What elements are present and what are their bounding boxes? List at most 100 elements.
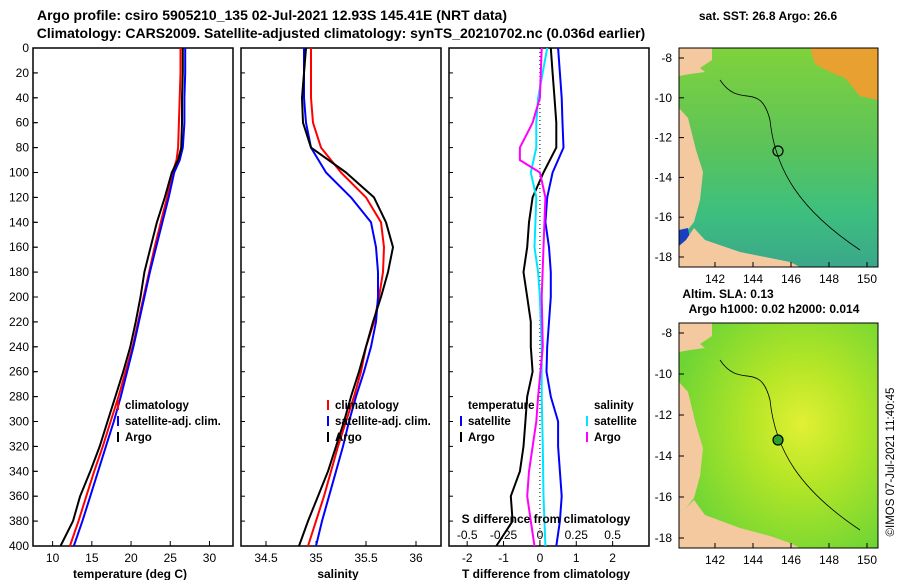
sla-title-line-1: Altim. SLA: 0.13 [682,287,774,301]
legend-climatology: climatology [335,400,400,412]
map-lon-label: 146 [781,553,801,567]
depth-tick-label: 340 [9,464,29,478]
map-lon-label: 146 [781,272,801,286]
legend-t-satellite: satellite [468,416,511,428]
sst-map-title: sat. SST: 26.8 Argo: 26.6 [699,9,838,23]
series-line-satellite-adj-clim- [72,48,187,547]
map-lon-label: 148 [819,553,839,567]
x-tick-label: 10 [46,551,60,565]
depth-tick-label: 360 [9,489,29,503]
series-line-argo [59,48,184,547]
depth-tick-label: 380 [9,514,29,528]
legend-t-argo: Argo [468,432,495,444]
depth-tick-label: 20 [16,66,30,80]
sla-map-frame [678,322,879,549]
series-line-salinity-satellite [529,47,549,547]
depth-tick-label: 320 [9,439,29,453]
sla-argo-marker [772,434,784,446]
depth-tick-label: 280 [9,390,29,404]
title-line-1: Argo profile: csiro 5905210_135 02-Jul-2… [37,7,507,23]
map-lon-label: 144 [743,553,763,567]
x-tick-label: 20 [124,551,138,565]
sst-depth-contour [719,79,861,251]
depth-tick-label: 180 [9,265,29,279]
x-tick-label: 30 [203,551,217,565]
legend-climatology: climatology [125,400,190,412]
map-lat-label: -18 [655,531,673,545]
series-line-argo [298,47,394,547]
x-tick-label: 2 [609,551,616,565]
sla-depth-contour [719,359,861,531]
sst-warm-patch [810,48,878,100]
depth-tick-label: 120 [9,190,29,204]
salinity-plot: 34.5 35 35.5 36 [241,47,423,565]
depth-axis: 0 20 40 60 80 100 120 140 160 180 200 220 240 260 280 3… [9,41,38,553]
x-tick-label: -2 [462,551,473,565]
map-lat-label: -16 [655,490,673,504]
difference-plot: -2 -1 0 1 2-0.5 -0.25 0 0.25 0.5 [449,47,621,565]
s-diff-tick-label: -0.5 [457,528,478,542]
temperature-axis-label: temperature (deg C) [73,567,187,580]
title-line-2: Climatology: CARS2009. Satellite-adjuste… [37,25,645,41]
legend-salinity-header: salinity [594,400,634,412]
map-lat-label: -14 [655,449,673,463]
depth-tick-label: 40 [16,91,30,105]
series-line-temperature-satellite [544,47,565,547]
sla-land-coast [679,500,800,548]
depth-tick-label: 140 [9,215,29,229]
series-line-climatology [307,48,385,547]
depth-tick-label: 240 [9,340,29,354]
series-line-temperature-argo [495,47,558,547]
x-tick-label: 0 [537,551,544,565]
map-lat-label: -18 [655,250,673,264]
map-lat-label: -12 [655,408,673,422]
sla-map [678,322,879,549]
legend-argo: Argo [335,432,362,444]
depth-tick-label: 80 [16,141,30,155]
legend-s-satellite: satellite [594,416,637,428]
depth-tick-label: 100 [9,166,29,180]
sst-lon-axis: 142 144 146 148 150 [705,262,877,286]
imos-stamp: ©IMOS 07-Jul-2021 11:40:45 [885,388,897,537]
map-lon-label: 144 [743,272,763,286]
map-lat-label: -8 [661,51,672,65]
salinity-legend: climatology satellite-adj. clim. Argo [327,400,431,444]
sla-title-line-2: Argo h1000: 0.02 h2000: 0.014 [689,302,860,316]
temperature-panel [32,47,234,547]
sst-land-png [679,48,712,76]
depth-tick-label: 260 [9,365,29,379]
map-lat-label: -16 [655,210,673,224]
sst-argo-marker [772,145,784,157]
series-line-salinity-argo [518,47,547,547]
depth-tick-label: 220 [9,315,29,329]
sst-land-cape-york [679,108,703,238]
map-lat-label: -8 [661,326,672,340]
map-lat-label: -14 [655,170,673,184]
t-difference-axis-label: T difference from climatology [462,567,630,580]
temperature-plot: 10 15 20 25 30 [33,47,217,565]
x-tick-label: 25 [164,551,178,565]
map-lon-label: 150 [857,272,877,286]
sst-map-frame [678,47,879,268]
legend-satellite-adj: satellite-adj. clim. [335,416,431,428]
x-tick-label: 1 [573,551,580,565]
depth-tick-label: 0 [22,41,29,55]
x-tick-label: 36 [409,551,423,565]
x-tick-label: 34.5 [254,551,278,565]
sst-lat-axis: -8 -10 -12 -14 -16 -18 [655,51,684,264]
salinity-panel [240,47,442,547]
depth-tick-label: 400 [9,539,29,553]
series-line-satellite-adj-clim- [303,48,379,547]
map-lat-label: -10 [655,367,673,381]
x-tick-label: -1 [498,551,509,565]
s-diff-tick-label: 0.5 [604,528,621,542]
map-lon-label: 142 [705,553,725,567]
depth-tick-label: 160 [9,240,29,254]
map-lat-label: -10 [655,91,673,105]
legend-temperature-header: temperature [468,400,534,412]
legend-argo: Argo [125,432,152,444]
sla-lat-axis: -8 -10 -12 -14 -16 -18 [655,326,684,545]
map-lon-label: 142 [705,272,725,286]
series-line-climatology [68,48,182,547]
